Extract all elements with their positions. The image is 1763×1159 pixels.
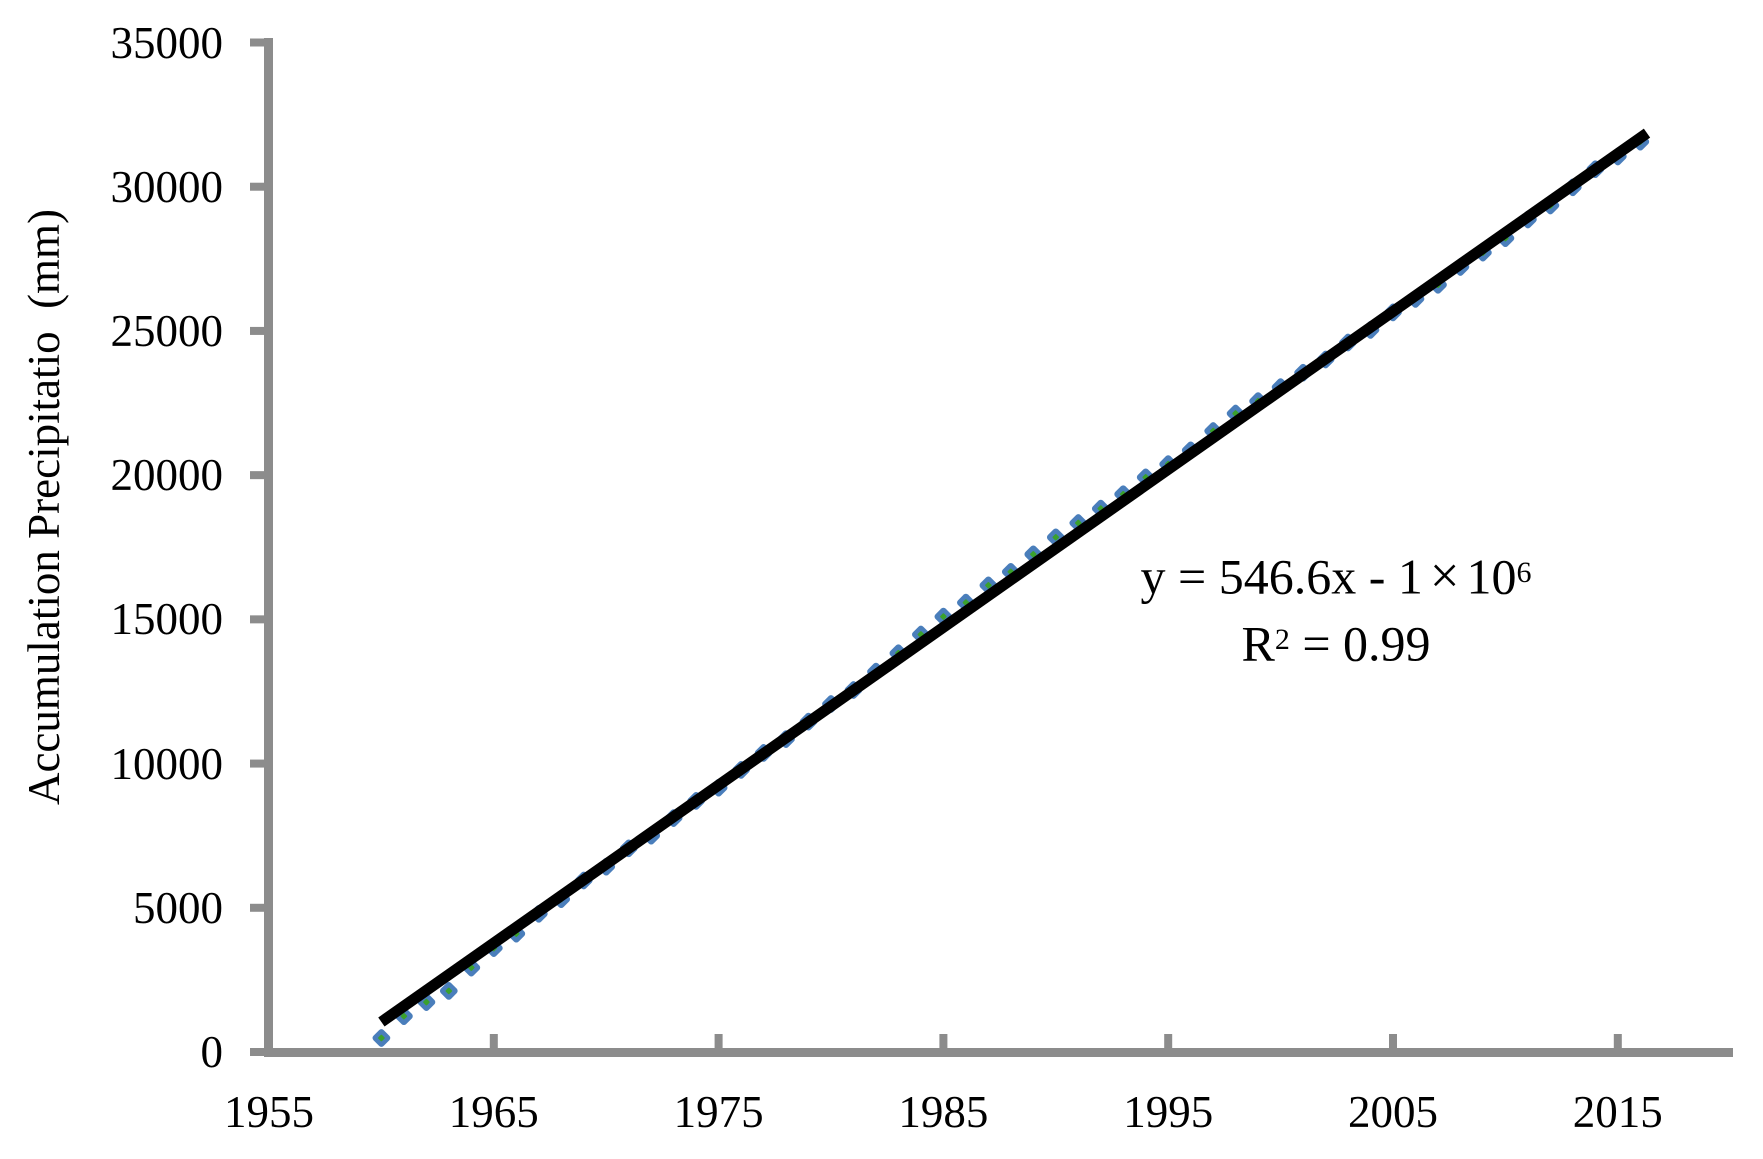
marker-center-dot <box>1052 534 1060 541</box>
data-point <box>372 1029 391 1047</box>
x-tick-label: 1985 <box>898 1087 989 1137</box>
y-tick-label: 25000 <box>110 305 224 356</box>
x-tick-label: 2015 <box>1572 1087 1663 1137</box>
y-tick-label: 15000 <box>110 594 224 645</box>
x-axis-line <box>264 1048 1733 1057</box>
x-tick-label: 1975 <box>673 1087 764 1137</box>
y-axis-line <box>264 38 273 1056</box>
equation-exponent: 6 <box>1516 556 1532 589</box>
y-tick <box>250 182 264 191</box>
marker-center-dot <box>940 613 947 620</box>
y-axis-title: Accumulation Precipitatio (mm) <box>19 208 69 806</box>
y-tick <box>250 759 264 768</box>
r-squared-base: R <box>1241 615 1275 672</box>
x-tick <box>939 1034 948 1048</box>
x-tick <box>1164 1034 1173 1048</box>
x-tick-label: 1965 <box>448 1087 539 1137</box>
marker-center-dot <box>445 987 453 995</box>
x-tick-label: 1955 <box>224 1087 314 1137</box>
equation-base: 10 <box>1466 548 1517 605</box>
y-tick-label: 0 <box>200 1027 224 1077</box>
y-tick <box>250 326 264 335</box>
x-tick-label: 2005 <box>1348 1087 1438 1137</box>
marker-center-dot <box>985 582 992 589</box>
y-tick <box>250 903 264 912</box>
trend-line <box>378 128 1651 1027</box>
y-tick <box>250 38 264 47</box>
x-tick <box>489 1034 498 1048</box>
marker-center-dot <box>1075 519 1082 527</box>
y-tick-label: 10000 <box>110 738 224 789</box>
r-squared-exponent: 2 <box>1274 623 1290 657</box>
trendline-annotation: y = 546.6x - 1 × 106 R2 = 0.99 <box>1036 541 1636 676</box>
y-tick-label: 30000 <box>110 161 224 212</box>
equation-text: y = 546.6x - 1 <box>1140 548 1423 605</box>
x-tick <box>1389 1034 1397 1048</box>
r-squared: R2 = 0.99 <box>1036 608 1636 675</box>
data-point <box>439 982 458 1000</box>
marker-center-dot <box>1030 551 1037 558</box>
marker-center-dot <box>400 1012 408 1020</box>
x-tick <box>714 1034 723 1048</box>
y-tick <box>250 1048 264 1056</box>
marker-center-dot <box>423 998 430 1006</box>
y-tick-label: 20000 <box>110 450 224 501</box>
r-squared-value: = 0.99 <box>1289 615 1431 672</box>
trendline-equation: y = 546.6x - 1 × 106 <box>1036 541 1636 608</box>
multiplication-sign: × <box>1429 547 1460 606</box>
y-tick-label: 35000 <box>110 17 224 68</box>
y-tick-label: 5000 <box>133 882 223 933</box>
y-tick <box>250 471 264 480</box>
x-tick <box>1613 1034 1622 1048</box>
x-tick-label: 1995 <box>1123 1087 1214 1137</box>
y-tick <box>250 615 264 624</box>
marker-center-dot <box>378 1034 385 1042</box>
